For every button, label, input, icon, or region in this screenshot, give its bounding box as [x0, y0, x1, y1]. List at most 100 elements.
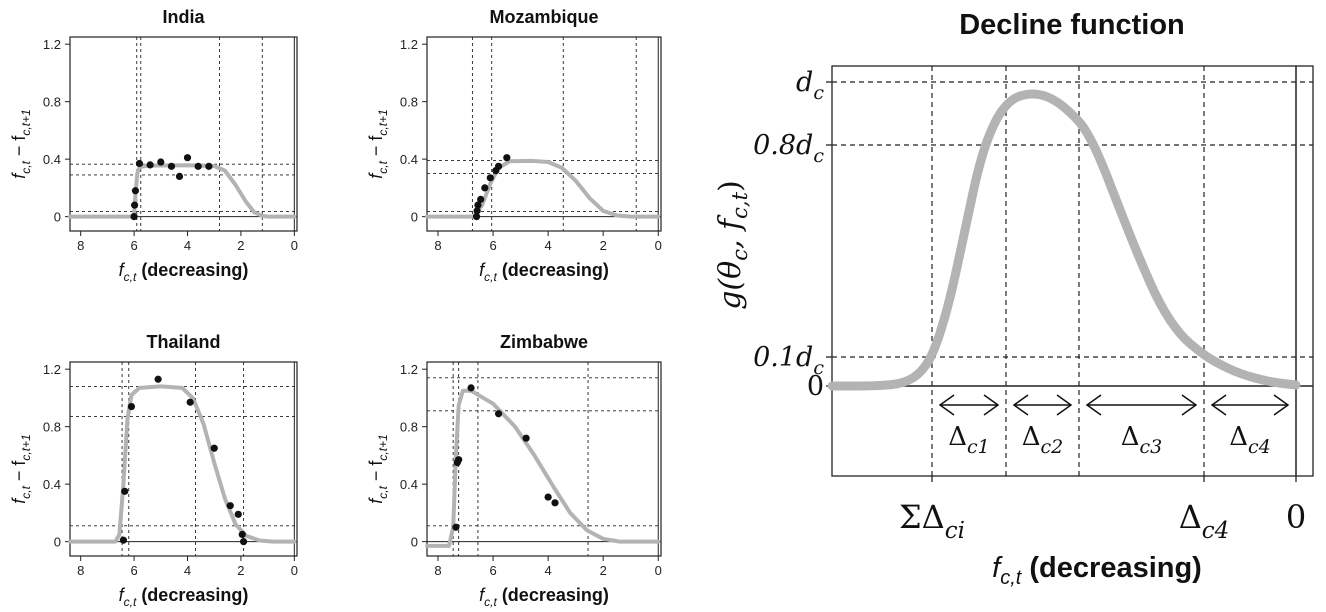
big-x-axis-label-part: c,t: [1000, 567, 1023, 589]
panel-frame: [69, 36, 298, 232]
ytick-label: 1.2: [400, 37, 418, 52]
data-point: [210, 444, 218, 452]
xtick-label: 4: [184, 238, 191, 253]
interval-arrow: Δc4: [1210, 394, 1290, 458]
data-point: [175, 172, 184, 180]
panel-title: Thailand: [146, 332, 220, 352]
data-point: [119, 536, 128, 544]
big-title: Decline function: [959, 9, 1185, 41]
interval-label-sub: c4: [1248, 436, 1271, 458]
arrow-head-left: [1210, 394, 1227, 416]
x-axis-label: fc,t (decreasing): [479, 260, 609, 284]
data-point: [452, 523, 460, 531]
xtick-label: 4: [545, 238, 552, 253]
y-axis-label: fc,t − fc,t+1: [366, 109, 390, 179]
y-axis-label-part: f: [9, 172, 29, 179]
panel-title: India: [162, 7, 205, 27]
x-axis-label-part: f: [479, 585, 486, 605]
big-ytick-label-main: 0.8d: [753, 130, 813, 161]
arrow-head-right: [1056, 394, 1073, 416]
data-point: [194, 162, 202, 170]
x-axis-label-part: (decreasing): [497, 585, 609, 605]
interval-arrow: Δc3: [1085, 394, 1198, 458]
x-axis-label-part: f: [119, 585, 126, 605]
interval-label-sub: c2: [1041, 436, 1064, 458]
big-y-axis-label-part: , f: [713, 214, 748, 249]
big-y-axis-label-part: ): [713, 180, 748, 192]
ytick-label: 1.2: [43, 362, 61, 377]
y-axis-label-part: c,t+1: [19, 109, 33, 135]
xtick-label: 8: [77, 238, 84, 253]
xtick-label: 6: [130, 238, 137, 253]
y-axis-label: fc,t − fc,t+1: [9, 109, 33, 179]
y-axis-label-part: c,t+1: [19, 434, 33, 460]
y-axis-label-part: c,t: [376, 485, 390, 498]
big-y-axis-label-part: c: [728, 249, 752, 261]
data-point: [183, 154, 192, 162]
x-axis-label-part: (decreasing): [497, 260, 609, 280]
xtick-label: 4: [545, 563, 552, 578]
data-point: [135, 159, 144, 168]
xtick-label: 6: [130, 563, 137, 578]
data-point: [131, 201, 139, 209]
big-frame: [831, 65, 1314, 477]
fitted-curve: [68, 163, 297, 219]
ytick-label: 0.4: [43, 152, 61, 167]
y-axis-label-part: f: [366, 172, 386, 179]
xtick-label: 0: [291, 563, 298, 578]
xtick-label: 8: [434, 238, 441, 253]
big-ytick-label-main: 0.1d: [753, 342, 813, 373]
big-ytick-label-sub: c: [813, 82, 824, 104]
data-point: [226, 502, 234, 510]
arrow-head-left: [1085, 394, 1102, 416]
big-xtick-label-main: ΣΔ: [899, 498, 945, 536]
xtick-label: 2: [237, 563, 244, 578]
y-axis-label-part: c,t+1: [376, 109, 390, 135]
big-xtick-label-sub: ci: [945, 518, 965, 544]
x-axis-label-part: c,t: [124, 595, 137, 609]
data-point: [503, 154, 511, 162]
arrow-head-left: [1012, 394, 1029, 416]
big-xtick-label-main: Δ: [1179, 498, 1202, 536]
data-point: [157, 158, 165, 166]
data-point: [239, 538, 248, 546]
big-xtick-label: Δc4: [1179, 498, 1230, 544]
interval-label-main: Δ: [1022, 422, 1041, 452]
decline-curve: [827, 89, 1301, 391]
data-point: [467, 384, 475, 392]
x-axis-label: fc,t (decreasing): [119, 585, 249, 609]
big-y-axis-label-part: g(θ: [713, 261, 748, 310]
interval-label-main: Δ: [1121, 422, 1140, 452]
xtick-label: 2: [600, 238, 607, 253]
big-ytick-label-main: d: [796, 67, 813, 98]
data-point: [494, 410, 503, 418]
big-ytick-label: 0.8dc: [753, 130, 824, 167]
xtick-label: 6: [489, 238, 496, 253]
big-ytick-label: 0.1dc: [753, 342, 824, 379]
interval-arrow: Δc2: [1012, 394, 1073, 458]
big-x-axis-label: fc,t (decreasing): [992, 552, 1202, 589]
y-axis-label-part: c,t: [376, 160, 390, 173]
data-point: [234, 510, 242, 518]
big-ytick-label-sub: c: [813, 145, 824, 167]
xtick-label: 0: [655, 238, 662, 253]
ytick-label: 0.8: [43, 95, 61, 110]
panel-frame: [426, 36, 662, 232]
big-xtick-label: 0: [1286, 498, 1306, 536]
interval-label: Δc4: [1229, 422, 1271, 458]
xtick-label: 0: [655, 563, 662, 578]
data-point: [121, 487, 129, 495]
fitted-curve: [68, 384, 297, 544]
interval-label-sub: c1: [967, 436, 990, 458]
data-point: [238, 530, 246, 539]
big-xtick-label-main: 0: [1286, 498, 1306, 536]
data-point: [455, 456, 463, 464]
data-point: [544, 493, 552, 501]
y-axis-label-part: c,t: [19, 160, 33, 173]
y-axis-label-part: c,t+1: [376, 434, 390, 460]
xtick-label: 8: [77, 563, 84, 578]
